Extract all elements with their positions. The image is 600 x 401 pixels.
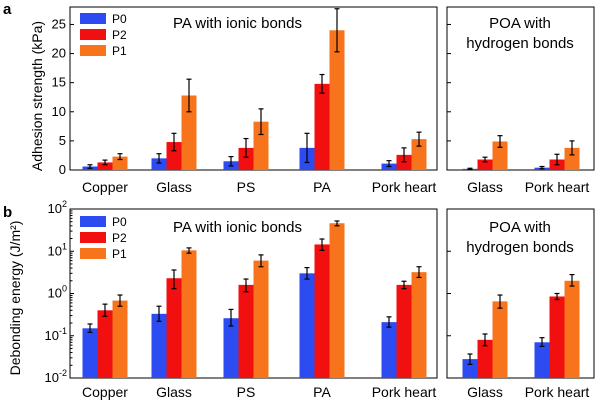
bar-p2 <box>238 147 254 170</box>
panel-letter-b: b <box>3 204 12 221</box>
bar-p1 <box>253 260 269 378</box>
bar-p1 <box>181 95 197 170</box>
bar-p2 <box>477 159 493 170</box>
bar-p2 <box>314 83 330 170</box>
chart-marks: 0 5 10 15 20 25 Copper Glass PS PA Pork heart Glass… <box>45 6 595 400</box>
panel-a-right-title-line1: POA with <box>489 15 551 32</box>
legend-label-p2: P2 <box>112 231 127 245</box>
category-label: PA <box>313 179 331 195</box>
panel-a-ytick-label: 25 <box>52 16 66 31</box>
panel-letter-a: a <box>3 1 12 18</box>
bar-p0 <box>223 318 239 378</box>
bar-p1 <box>329 30 345 170</box>
category-label: Copper <box>82 179 128 195</box>
bar-p0 <box>82 328 98 378</box>
panel-a-ylabel: Adhesion strength (kPa) <box>29 21 45 171</box>
panel-a-ytick-label: 15 <box>52 75 66 90</box>
panel-b-ytick-label: 10-2 <box>45 368 67 385</box>
category-label: Glass <box>467 384 503 400</box>
panel-b-right-title-line2: hydrogen bonds <box>466 239 574 256</box>
bar-p2 <box>166 142 182 170</box>
category-label: Pork heart <box>372 179 437 195</box>
panel-b-ytick-label: 101 <box>48 241 67 258</box>
category-label: PA <box>313 384 331 400</box>
panel-a-right-frame <box>446 6 595 171</box>
bar-p1 <box>492 301 508 378</box>
legend-label-p2: P2 <box>112 28 127 42</box>
legend-label-p1: P1 <box>112 44 127 58</box>
panel-b-ytick-label: 10-1 <box>45 326 67 343</box>
bar-p2 <box>97 162 113 170</box>
bar-p0 <box>299 273 315 378</box>
bar-p1 <box>492 141 508 170</box>
panel-b-left-title: PA with ionic bonds <box>173 219 302 236</box>
category-label: PS <box>237 384 256 400</box>
bar-p2 <box>166 278 182 378</box>
bar-p1 <box>411 139 427 170</box>
panel-a-ytick-label: 5 <box>59 133 66 148</box>
legend-label-p0: P0 <box>112 12 127 26</box>
bar-p2 <box>314 244 330 378</box>
legend-label-p0: P0 <box>112 215 127 229</box>
bar-p1 <box>411 272 427 378</box>
category-label: Pork heart <box>525 384 590 400</box>
legend-swatch-p1 <box>80 248 106 259</box>
panel-a-left-title: PA with ionic bonds <box>173 15 302 32</box>
bar-p1 <box>564 147 580 170</box>
panel-a-ytick-label: 0 <box>59 162 66 177</box>
bar-p1 <box>329 223 345 378</box>
legend-swatch-p2 <box>80 29 106 40</box>
panel-a-right-title-line2: hydrogen bonds <box>466 35 574 52</box>
category-label: PS <box>237 179 256 195</box>
panel-b-ylabel: Debonding energy (J/m²) <box>7 221 23 376</box>
bar-p2 <box>238 284 254 378</box>
panel-b-ytick-label: 100 <box>48 284 67 301</box>
bar-p1 <box>181 250 197 378</box>
panel-b-right-title-line1: POA with <box>489 219 551 236</box>
legend-swatch-p0 <box>80 216 106 227</box>
bar-p1 <box>564 280 580 378</box>
bar-p0 <box>381 322 397 378</box>
legend-swatch-p1 <box>80 45 106 56</box>
bar-p1 <box>112 156 128 170</box>
panel-a-ytick-label: 10 <box>52 104 66 119</box>
bar-p0 <box>151 313 167 378</box>
category-label: Glass <box>467 179 503 195</box>
legend-swatch-p2 <box>80 232 106 243</box>
category-label: Pork heart <box>525 179 590 195</box>
bar-p2 <box>396 284 412 378</box>
bar-p2 <box>97 310 113 378</box>
panel-a-ytick-label: 20 <box>52 46 66 61</box>
panel-b-ytick-label: 102 <box>48 199 67 216</box>
legend-swatch-p0 <box>80 13 106 24</box>
bar-p0 <box>462 359 478 378</box>
legend-label-p1: P1 <box>112 247 127 261</box>
bar-p1 <box>112 300 128 378</box>
category-label: Copper <box>82 384 128 400</box>
category-label: Glass <box>156 179 192 195</box>
bar-p0 <box>534 342 550 378</box>
category-label: Pork heart <box>372 384 437 400</box>
bar-p1 <box>253 121 269 170</box>
category-label: Glass <box>156 384 192 400</box>
bar-p2 <box>549 296 565 378</box>
bar-p0 <box>151 158 167 170</box>
bar-p2 <box>477 339 493 378</box>
